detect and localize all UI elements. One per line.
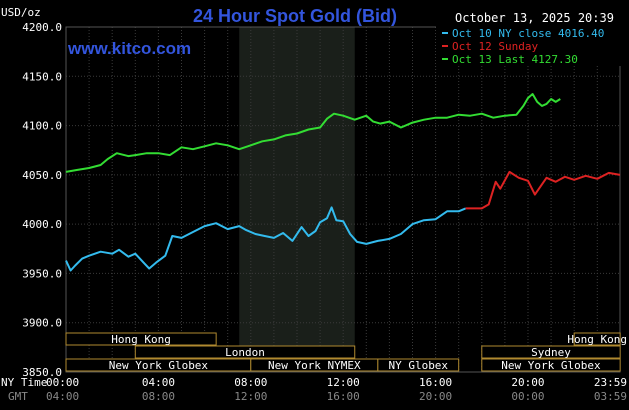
- chart-title: 24 Hour Spot Gold (Bid): [193, 6, 397, 26]
- x-tick-label-gmt-3: 16:00: [327, 390, 360, 403]
- legend-box: [436, 26, 626, 66]
- gmt-row-label: GMT: [8, 390, 28, 403]
- session-label-4: New York Globex: [109, 359, 209, 372]
- session-box-2: [134, 345, 356, 359]
- x-tick-label-gmt-6: 03:59: [594, 390, 627, 403]
- x-tick-label-ny-6: 23:59: [594, 376, 627, 389]
- x-tick-label-ny-1: 04:00: [142, 376, 175, 389]
- session-box-3: [481, 345, 621, 359]
- x-tick-label-ny-0: 00:00: [46, 376, 79, 389]
- y-tick-label-3: 4000.0: [22, 218, 62, 231]
- y-tick-label-0: 3850.0: [22, 366, 62, 379]
- x-tick-label-gmt-4: 20:00: [419, 390, 452, 403]
- y-tick-label-1: 3900.0: [22, 317, 62, 330]
- session-label-5: New York NYMEX: [268, 359, 361, 372]
- session-box-1: [573, 332, 621, 346]
- y-tick-label-6: 4150.0: [22, 70, 62, 83]
- series-line-0: [65, 206, 466, 272]
- x-tick-label-gmt-2: 12:00: [234, 390, 267, 403]
- series-line-1: [465, 170, 621, 210]
- session-box-6: [377, 358, 460, 372]
- session-label-0: Hong Kong: [111, 333, 171, 346]
- session-box-7: [481, 358, 621, 372]
- series-line-2: [65, 93, 561, 173]
- y-axis-unit: USD/oz: [1, 6, 41, 19]
- session-label-1: Hong Kong: [567, 333, 627, 346]
- legend-label-1: Oct 12 Sunday: [452, 40, 538, 53]
- legend-label-2: Oct 13 Last 4127.30: [452, 53, 578, 66]
- plot-border: [65, 26, 621, 373]
- x-tick-label-ny-5: 20:00: [511, 376, 544, 389]
- x-tick-label-gmt-0: 04:00: [46, 390, 79, 403]
- x-tick-label-gmt-5: 00:00: [511, 390, 544, 403]
- chart-datetime: October 13, 2025 20:39: [455, 11, 614, 25]
- session-label-3: Sydney: [531, 346, 571, 359]
- ny-time-row-label: NY Time: [1, 376, 47, 389]
- x-tick-label-ny-2: 08:00: [234, 376, 267, 389]
- legend-label-0: Oct 10 NY close 4016.40: [452, 27, 604, 40]
- session-label-7: New York Globex: [501, 359, 601, 372]
- x-tick-label-ny-3: 12:00: [327, 376, 360, 389]
- x-tick-label-gmt-1: 08:00: [142, 390, 175, 403]
- session-box-0: [65, 332, 217, 346]
- kitco-brand: www.kitco.com: [67, 39, 191, 58]
- session-label-2: London: [225, 346, 265, 359]
- session-label-6: NY Globex: [388, 359, 448, 372]
- y-tick-label-4: 4050.0: [22, 169, 62, 182]
- y-tick-label-7: 4200.0: [22, 21, 62, 34]
- x-tick-label-ny-4: 16:00: [419, 376, 452, 389]
- y-tick-label-5: 4100.0: [22, 120, 62, 133]
- y-tick-label-2: 3950.0: [22, 267, 62, 280]
